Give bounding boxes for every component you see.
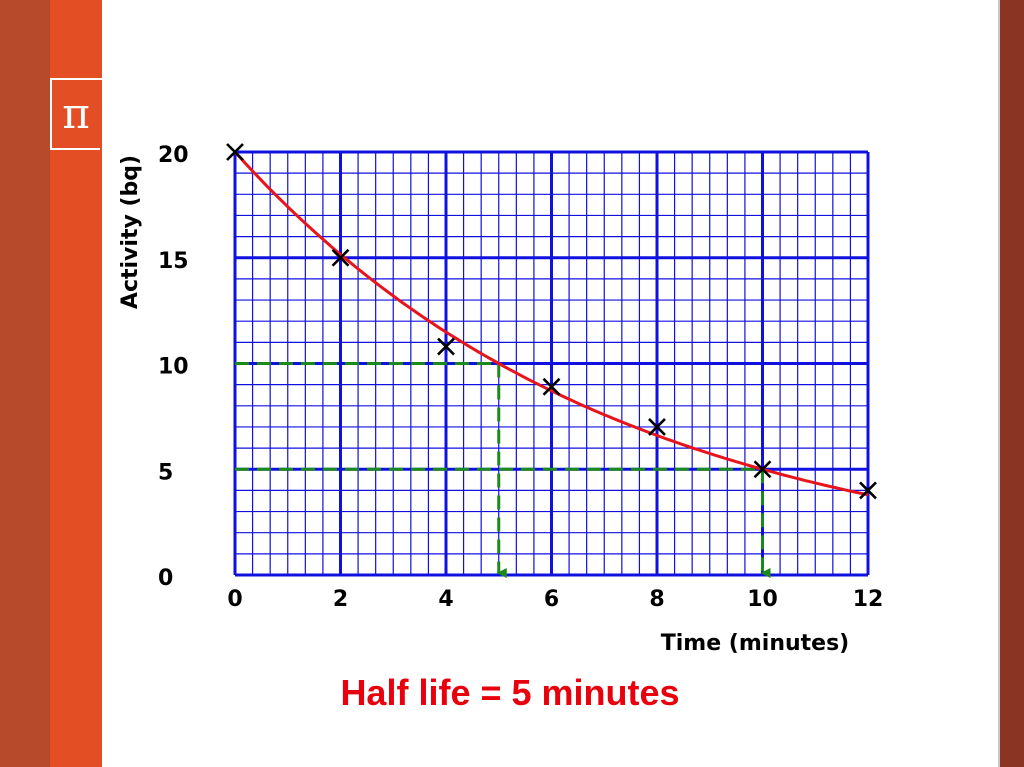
half-life-guides	[235, 362, 771, 578]
divider-line	[50, 78, 102, 80]
x-tick-label: 8	[649, 587, 664, 612]
x-tick-label: 2	[333, 587, 348, 612]
y-tick-label: 20	[158, 143, 189, 168]
y-tick-label: 15	[158, 249, 189, 274]
x-tick-label: 4	[438, 587, 453, 612]
y-axis-label: Activity (bq)	[118, 155, 143, 309]
half-life-caption: Half life = 5 minutes	[340, 672, 680, 713]
right-thin-strip	[998, 0, 1000, 767]
y-tick-label: 0	[158, 566, 173, 591]
x-axis-label: Time (minutes)	[661, 631, 849, 656]
y-tick-label: 5	[158, 460, 173, 485]
x-tick-labels: 0 2 4 6 8 10 12	[227, 587, 883, 612]
data-point-marker	[437, 337, 455, 356]
x-tick-label: 6	[544, 587, 559, 612]
pi-symbol: π	[62, 89, 90, 138]
right-dark-strip	[1000, 0, 1024, 767]
y-tick-label: 10	[158, 355, 189, 380]
x-tick-label: 10	[747, 587, 778, 612]
pi-logo-box: π	[50, 80, 100, 150]
data-markers	[226, 143, 877, 500]
left-orange-strip	[50, 0, 102, 767]
data-point-marker	[331, 248, 350, 267]
data-point-marker	[542, 377, 561, 396]
data-point-marker	[753, 460, 772, 479]
left-dark-strip	[0, 0, 50, 767]
x-tick-label: 0	[227, 587, 242, 612]
x-tick-label: 12	[853, 587, 884, 612]
data-point-marker	[648, 418, 666, 436]
data-point-marker	[859, 481, 877, 500]
data-point-marker	[226, 143, 244, 161]
y-tick-labels: 0 5 10 15 20	[158, 143, 189, 591]
